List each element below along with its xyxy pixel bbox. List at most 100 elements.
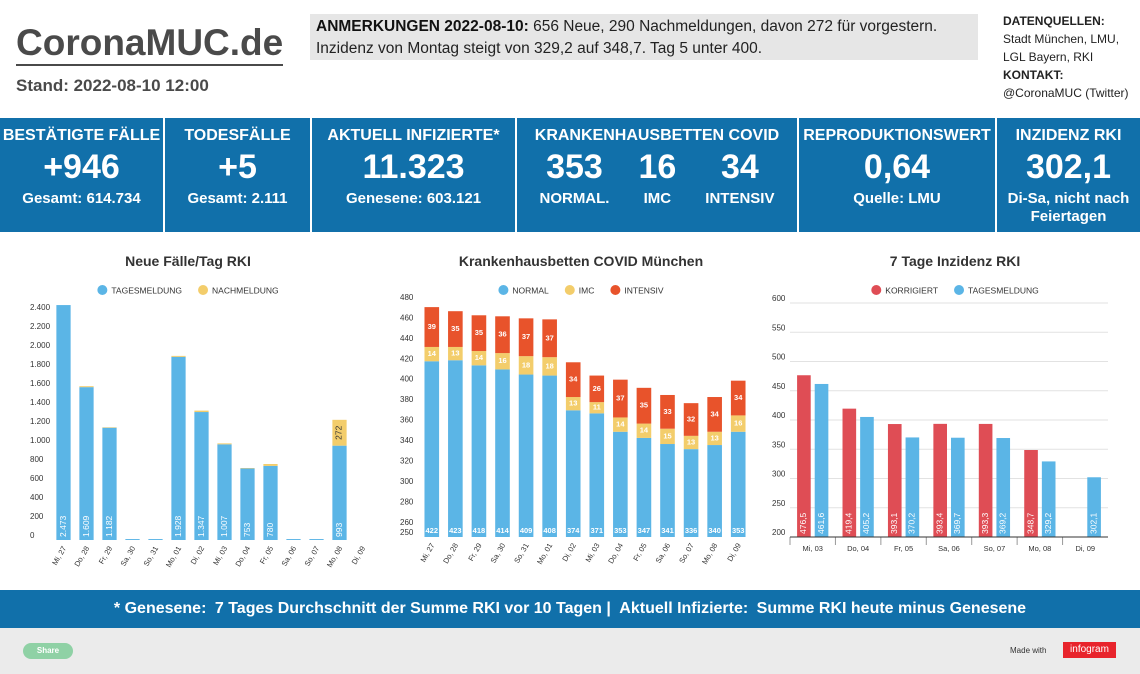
x-tick-label: Di, 02 (560, 542, 578, 563)
legend-label: TAGESMELDUNG (968, 286, 1039, 296)
y-tick-label: 400 (400, 375, 414, 384)
bar-segment (309, 539, 324, 540)
bar-segment (730, 415, 746, 432)
tile-value: 34 (720, 148, 759, 186)
y-tick-label: 250 (772, 499, 786, 508)
bar-segment (636, 423, 652, 438)
tile: BESTÄTIGTE FÄLLE +946 Gesamt: 614.734 (0, 118, 163, 232)
data-label: 408 (543, 526, 556, 535)
tile: REPRODUKTIONSWERT 0,64 Quelle: LMU (799, 118, 995, 232)
bar-segment (424, 346, 440, 362)
bar-segment (471, 351, 487, 366)
notes-label: ANMERKUNGEN 2022-08-10: (316, 18, 529, 35)
y-tick-label: 600 (772, 294, 786, 303)
x-tick-label: Do, 28 (72, 545, 91, 569)
bar-segment (589, 402, 605, 414)
y-tick-label: 420 (400, 354, 414, 363)
bar-segment (424, 307, 440, 347)
tile-title: AKTUELL INFIZIERTE* (327, 127, 500, 144)
tile-title: TODESFÄLLE (184, 127, 291, 144)
y-tick-label: 340 (400, 436, 414, 445)
legend-swatch (198, 285, 209, 295)
y-tick-label: 260 (400, 518, 414, 527)
bar-segment (286, 539, 301, 540)
x-tick-label: Mo, 01 (164, 545, 183, 569)
x-tick-label: Sa, 30 (489, 542, 508, 565)
data-label: 14 (428, 349, 437, 358)
x-tick-label: Mi, 03 (584, 542, 602, 564)
tile-sub: Di-Sa, nicht nach Feiertagen (1007, 190, 1130, 225)
bar-segment (471, 315, 487, 352)
bar-segment (660, 444, 675, 537)
notes: ANMERKUNGEN 2022-08-10: 656 Neue, 290 Na… (310, 14, 978, 60)
tile-value: +5 (218, 148, 257, 186)
bar-segment (194, 410, 209, 413)
bar (887, 424, 902, 537)
y-tick-label: 600 (30, 474, 44, 483)
share-button[interactable]: Share (23, 643, 73, 659)
bar (860, 416, 874, 537)
data-label: 461,6 (816, 512, 826, 534)
data-label: 18 (522, 360, 530, 369)
y-tick-label: 800 (30, 455, 44, 464)
bar-segment (613, 431, 628, 537)
bar-segment (636, 387, 652, 424)
bar-segment (424, 361, 440, 537)
bar (1041, 461, 1056, 537)
x-tick-label: Di, 09 (350, 545, 368, 566)
bar-segment (636, 437, 652, 537)
data-label: 753 (242, 523, 252, 537)
made-with: Made with (1010, 646, 1047, 655)
x-tick-label: Sa, 06 (938, 544, 960, 553)
data-label: 414 (496, 526, 509, 535)
contact-text[interactable]: @CoronaMUC (Twitter) (1003, 86, 1129, 100)
y-tick-label: 1.400 (30, 398, 51, 407)
bar-segment (217, 443, 232, 445)
bar (951, 437, 965, 537)
data-label: 302,1 (1088, 512, 1098, 534)
bar (1087, 477, 1101, 537)
sources-label: DATENQUELLEN: (1003, 14, 1105, 28)
legend-swatch (97, 285, 108, 295)
bar-segment (518, 318, 534, 357)
data-label: 1.347 (196, 515, 206, 537)
contact-label: KONTAKT: (1003, 68, 1064, 82)
tile-value: 353 (546, 148, 603, 186)
y-tick-label: 200 (772, 528, 786, 537)
y-tick-label: 550 (772, 323, 786, 332)
x-tick-label: Sa, 30 (119, 545, 138, 568)
x-tick-label: Fr, 29 (466, 542, 483, 563)
bar-segment (660, 394, 675, 429)
tile: INZIDENZ RKI 302,1 Di-Sa, nicht nach Fei… (997, 118, 1140, 232)
data-label: 37 (616, 394, 624, 403)
y-tick-label: 250 (400, 528, 414, 537)
footer-text: Summe RKI heute minus Genesene (756, 600, 1027, 617)
site-title[interactable]: CoronaMUC.de (16, 22, 284, 66)
data-label: 780 (265, 523, 275, 537)
bar-segment (171, 355, 186, 357)
data-label: 371 (591, 526, 604, 535)
bar-segment (565, 362, 581, 398)
x-tick-label: Di, 02 (189, 545, 207, 566)
y-tick-label: 1.600 (30, 379, 51, 388)
bar-segment (56, 305, 71, 540)
tile-value: 11.323 (362, 148, 465, 186)
data-label: 405,2 (861, 512, 871, 534)
bar-segment (730, 380, 746, 416)
bar-segment (194, 412, 209, 540)
y-tick-label: 440 (400, 334, 414, 343)
legend-label: TAGESMELDUNG (111, 286, 182, 296)
y-tick-label: 0 (30, 531, 35, 540)
data-label: 39 (428, 322, 436, 331)
brand-logo[interactable]: infogram (1063, 642, 1116, 658)
bar-segment (518, 374, 534, 537)
x-tick-label: Mo, 08 (325, 545, 344, 569)
x-tick-label: Mi, 27 (50, 545, 68, 567)
data-label: 37 (545, 333, 553, 342)
data-label: 14 (616, 420, 625, 429)
data-label: 419,4 (844, 512, 854, 534)
legend: NORMAL IMC INTENSIV (498, 285, 664, 296)
y-tick-label: 480 (400, 293, 414, 302)
data-label: 993 (334, 523, 344, 537)
